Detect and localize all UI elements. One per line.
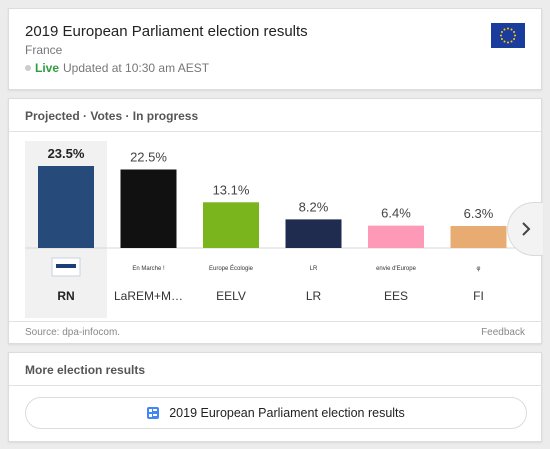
svg-text:φ: φ <box>477 266 481 272</box>
more-results-button[interactable]: 2019 European Parliament election result… <box>25 397 527 429</box>
bar-laremm[interactable] <box>120 169 177 248</box>
party-name-label[interactable]: EES <box>384 289 408 303</box>
bar-fi[interactable] <box>450 226 507 248</box>
party-logo-icon: Europe Écologie <box>209 265 254 272</box>
source-label: Source: dpa-infocom. <box>25 327 121 338</box>
party-name-label[interactable]: RN <box>57 289 74 303</box>
party-name-label[interactable]: EELV <box>216 289 246 303</box>
bar-ees[interactable] <box>368 225 424 248</box>
bar-lr[interactable] <box>285 219 342 248</box>
party-logo-icon: LR <box>310 266 318 272</box>
party-logo-icon: envie d'Europe <box>376 266 417 272</box>
country-subtitle: France <box>25 43 63 57</box>
bar-value-label: 13.1% <box>213 182 250 197</box>
bar-rn[interactable] <box>38 166 94 248</box>
chevron-right-icon <box>521 222 530 236</box>
more-results-button-label: 2019 European Parliament election result… <box>169 406 405 420</box>
divider <box>9 131 541 132</box>
party-name-label[interactable]: LaREM+M… <box>114 289 183 303</box>
list-icon <box>147 407 160 419</box>
party-name-label[interactable]: FI <box>473 289 484 303</box>
status-line: Live Updated at 10:30 am AEST <box>25 61 209 75</box>
results-bar-chart: 23.5% RN 22.5% En Marche ! LaREM+M… 13.1% Euro… <box>25 146 527 303</box>
page-title: 2019 European Parliament election result… <box>25 23 308 40</box>
party-logo-icon: En Marche ! <box>132 266 165 272</box>
bar-value-label: 6.3% <box>464 206 494 221</box>
svg-text:envie d'Europe: envie d'Europe <box>376 266 417 272</box>
feedback-link[interactable]: Feedback <box>481 327 525 338</box>
svg-text:Europe Écologie: Europe Écologie <box>209 265 254 272</box>
chart-heading: Projected · Votes · In progress <box>25 109 199 123</box>
live-label: Live <box>35 61 60 75</box>
svg-text:LR: LR <box>310 266 318 272</box>
more-results-card: More election results 2019 European Parl… <box>8 352 542 442</box>
divider <box>9 321 541 322</box>
bar-eelv[interactable] <box>203 202 259 248</box>
more-results-heading: More election results <box>25 363 146 377</box>
divider <box>9 385 541 386</box>
updated-time: Updated at 10:30 am AEST <box>63 61 210 75</box>
bar-value-label: 22.5% <box>130 149 167 164</box>
live-dot-icon <box>25 65 31 71</box>
header-card: 2019 European Parliament election result… <box>8 8 542 90</box>
eu-flag-icon <box>491 23 525 48</box>
svg-text:En Marche !: En Marche ! <box>132 266 165 272</box>
bar-value-label: 8.2% <box>299 199 329 214</box>
next-parties-button[interactable] <box>507 202 543 256</box>
party-logo-icon: φ <box>477 266 481 272</box>
chart-card: Projected · Votes · In progress 23.5% RN 2… <box>8 98 543 344</box>
party-name-label[interactable]: LR <box>306 289 322 303</box>
bar-value-label: 6.4% <box>381 206 411 221</box>
party-logo-icon <box>51 257 81 277</box>
bar-value-label: 23.5% <box>48 146 85 161</box>
